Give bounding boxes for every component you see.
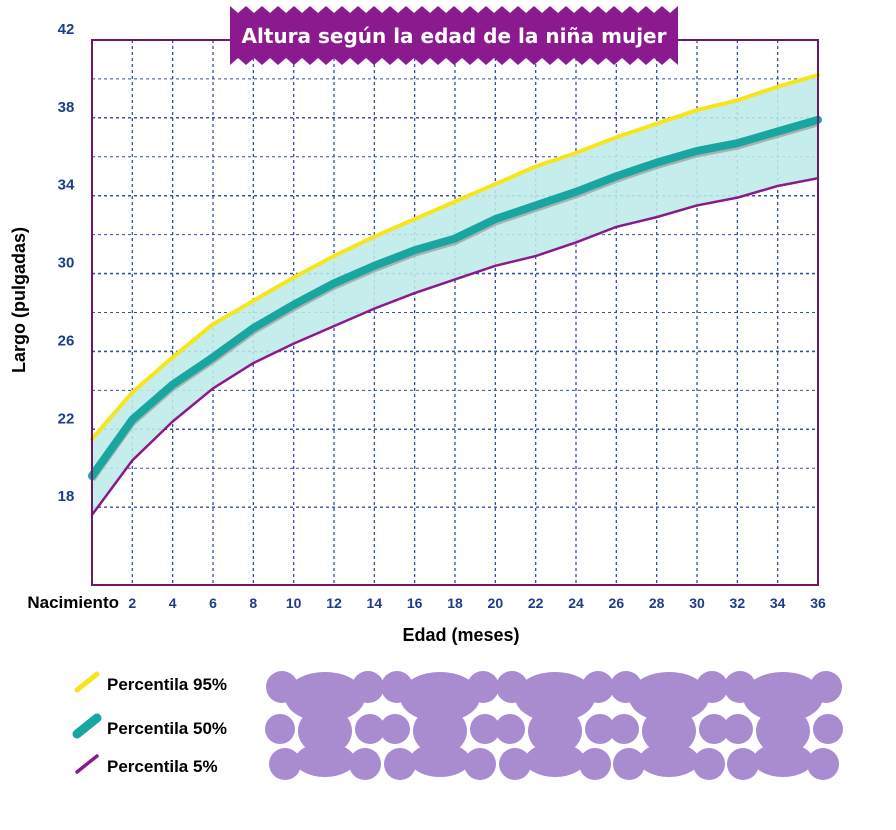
legend-swatch	[75, 754, 99, 774]
data-point	[494, 264, 497, 267]
data-point	[776, 85, 779, 88]
data-point	[292, 342, 295, 345]
data-point	[171, 356, 174, 359]
data-point	[534, 204, 537, 207]
x-tick-label: 28	[649, 595, 665, 611]
data-point	[534, 255, 537, 257]
series-lines	[88, 73, 822, 517]
data-point	[413, 292, 416, 294]
data-point	[575, 191, 577, 193]
teddy-bear-icon	[265, 671, 385, 780]
data-point	[696, 150, 698, 152]
y-tick-label: 34	[58, 177, 75, 194]
data-point	[373, 235, 376, 238]
data-point	[212, 356, 214, 359]
x-tick-label: 6	[209, 595, 217, 611]
legend: Percentila 95% Percentila 50% Percentila 5…	[72, 671, 227, 776]
legend-label: Percentila 95%	[107, 675, 227, 694]
data-point	[454, 200, 456, 203]
y-tick-label: 26	[58, 332, 75, 349]
data-point	[655, 161, 658, 164]
x-tick-label: 32	[730, 595, 746, 611]
x-tick-label: 12	[326, 595, 342, 611]
data-point	[454, 278, 456, 281]
y-tick-label: 30	[58, 255, 75, 272]
x-tick-label: 26	[609, 595, 625, 611]
y-tick-label: 22	[58, 410, 75, 427]
legend-swatch	[72, 713, 102, 739]
data-point	[252, 327, 255, 329]
data-point	[615, 226, 618, 228]
data-point	[171, 383, 174, 386]
data-point	[575, 241, 577, 244]
teddy-bear-icon	[495, 671, 615, 780]
x-tick-label: 22	[528, 595, 544, 611]
percentile-band-fill	[92, 75, 818, 515]
data-point	[212, 323, 214, 325]
data-point	[413, 218, 416, 220]
chart-title-banner: Altura según la edad de la niña mujer	[230, 6, 678, 65]
data-point	[696, 204, 698, 207]
y-tick-label: 42	[58, 21, 75, 38]
x-axis-label: Edad (meses)	[402, 625, 519, 645]
data-point	[212, 387, 214, 390]
data-point	[776, 130, 779, 133]
data-point	[131, 459, 134, 462]
x-tick-label: 20	[488, 595, 504, 611]
data-point	[413, 249, 416, 252]
data-point	[171, 420, 174, 423]
legend-label: Percentila 50%	[107, 719, 227, 738]
x-tick-label: 24	[568, 595, 584, 611]
chart-title: Altura según la edad de la niña mujer	[242, 24, 667, 48]
teddy-bear-icon	[723, 671, 843, 780]
data-point	[373, 264, 376, 267]
x-tick-label: 30	[689, 595, 705, 611]
x-tick-label: 18	[447, 595, 463, 611]
x-tick-label: 10	[286, 595, 302, 611]
data-point	[494, 183, 497, 185]
x-tick-label-birth: Nacimiento	[27, 593, 119, 612]
teddy-bear-icon	[380, 671, 500, 780]
y-tick-label: 18	[58, 488, 75, 505]
data-point	[131, 418, 134, 421]
percentile-band	[92, 75, 818, 515]
x-tick-label: 36	[810, 595, 826, 611]
data-point	[736, 142, 739, 144]
data-point	[736, 196, 739, 199]
x-tick-label: 2	[128, 595, 136, 611]
y-tick-label: 38	[58, 99, 75, 116]
data-point	[655, 216, 658, 218]
teddy-bear-icon	[609, 671, 729, 780]
x-tick-label: 4	[169, 595, 177, 611]
legend-label: Percentila 5%	[107, 757, 218, 776]
x-tick-label: 14	[367, 595, 383, 611]
data-point	[736, 99, 739, 102]
data-point	[252, 362, 255, 364]
data-point	[615, 175, 618, 178]
x-tick-label: 8	[249, 595, 257, 611]
data-point	[333, 325, 335, 327]
data-point	[292, 303, 295, 306]
data-point	[776, 185, 779, 187]
data-point	[655, 122, 658, 125]
data-point	[494, 218, 497, 220]
data-point	[575, 152, 577, 154]
data-point	[615, 136, 618, 139]
data-point	[696, 109, 698, 111]
y-axis-label: Largo (pulgadas)	[9, 227, 29, 373]
data-point	[252, 300, 255, 302]
decorative-bears	[265, 671, 843, 780]
data-point	[292, 276, 295, 279]
data-point	[333, 282, 335, 285]
x-tick-label: 16	[407, 595, 423, 611]
data-point	[333, 255, 335, 257]
data-point	[454, 237, 456, 240]
data-point	[373, 307, 376, 310]
data-point	[131, 391, 134, 394]
x-tick-label: 34	[770, 595, 786, 611]
data-point	[534, 165, 537, 168]
legend-swatch	[74, 671, 100, 693]
